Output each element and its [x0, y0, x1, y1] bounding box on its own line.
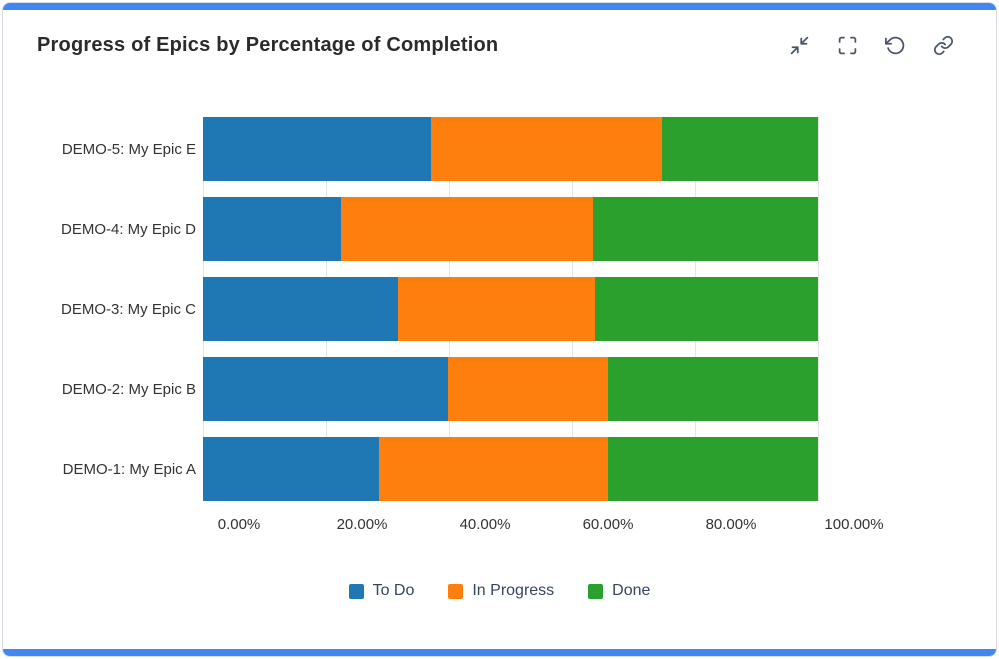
- link-icon: [933, 35, 953, 56]
- x-axis-tick-label: 100.00%: [824, 516, 884, 533]
- bar-segment-done[interactable]: [594, 277, 818, 341]
- bar-track: [203, 117, 818, 181]
- fullscreen-icon: [838, 36, 856, 55]
- bar-segment-in-progress[interactable]: [431, 117, 662, 181]
- legend-swatch: [348, 583, 364, 599]
- legend-swatch: [448, 583, 464, 599]
- bar-row: DEMO-1: My Epic A: [39, 437, 818, 501]
- bar-row: DEMO-3: My Epic C: [39, 277, 818, 341]
- legend-item-to-do[interactable]: To Do: [348, 582, 415, 600]
- bar-track: [203, 277, 818, 341]
- bar-row: DEMO-4: My Epic D: [39, 197, 818, 261]
- card-content: Progress of Epics by Percentage of Compl…: [3, 10, 996, 649]
- bar-segment-done[interactable]: [592, 197, 818, 261]
- bar-row: DEMO-5: My Epic E: [39, 117, 818, 181]
- bar-segment-done[interactable]: [661, 117, 818, 181]
- x-axis: 0.00% 20.00% 40.00% 60.00% 80.00% 100.00%: [218, 516, 884, 536]
- bar-segment-to-do[interactable]: [203, 357, 448, 421]
- y-axis-label: DEMO-4: My Epic D: [60, 220, 196, 238]
- bar-segment-done[interactable]: [608, 357, 818, 421]
- bar-segment-to-do[interactable]: [203, 197, 341, 261]
- card-bottom-accent: [3, 649, 996, 656]
- bar-track: [203, 357, 818, 421]
- legend-label: To Do: [372, 582, 415, 599]
- y-axis-label: DEMO-3: My Epic C: [60, 300, 196, 318]
- bar-segment-done[interactable]: [608, 437, 818, 501]
- bar-track: [203, 197, 818, 261]
- x-axis-tick-label: 60.00%: [582, 516, 634, 533]
- gridline: [818, 117, 819, 501]
- bar-segment-in-progress[interactable]: [340, 197, 593, 261]
- bar-segment-to-do[interactable]: [203, 277, 398, 341]
- bar-segment-in-progress[interactable]: [378, 437, 609, 501]
- bar-row: DEMO-2: My Epic B: [39, 357, 818, 421]
- bar-rows: DEMO-5: My Epic E DEMO-4: My Epic D DEMO-3…: [39, 117, 818, 501]
- page-title: Progress of Epics by Percentage of Compl…: [37, 34, 499, 56]
- legend-swatch: [588, 583, 604, 599]
- card-top-accent: [3, 3, 996, 10]
- refresh-button[interactable]: [884, 35, 906, 57]
- x-axis-tick-label: 20.00%: [336, 516, 388, 533]
- y-axis-label: DEMO-1: My Epic A: [62, 460, 196, 478]
- y-axis-label: DEMO-2: My Epic B: [61, 380, 196, 398]
- stacked-bar-chart: DEMO-5: My Epic E DEMO-4: My Epic D DEMO-3…: [3, 117, 996, 536]
- legend-item-done[interactable]: Done: [588, 582, 650, 600]
- bar-segment-in-progress[interactable]: [447, 357, 609, 421]
- gadget-toolbar: [788, 35, 954, 57]
- x-axis-tick-label: 0.00%: [217, 516, 261, 533]
- x-axis-tick-label: 80.00%: [705, 516, 757, 533]
- fullscreen-button[interactable]: [836, 35, 858, 57]
- bar-segment-to-do[interactable]: [203, 117, 432, 181]
- legend-label: In Progress: [472, 582, 555, 599]
- gadget-header: Progress of Epics by Percentage of Compl…: [3, 10, 996, 57]
- refresh-icon: [884, 36, 904, 55]
- minimize-icon: [790, 36, 808, 55]
- bar-track: [203, 437, 818, 501]
- bar-segment-to-do[interactable]: [203, 437, 379, 501]
- collapse-button[interactable]: [788, 35, 810, 57]
- chart-legend: To Do In Progress Done: [3, 582, 996, 600]
- legend-label: Done: [612, 582, 651, 599]
- x-axis-tick-label: 40.00%: [459, 516, 511, 533]
- legend-item-in-progress[interactable]: In Progress: [448, 582, 554, 600]
- copy-link-button[interactable]: [932, 35, 954, 57]
- plot-area: DEMO-5: My Epic E DEMO-4: My Epic D DEMO-3…: [39, 117, 819, 501]
- y-axis-label: DEMO-5: My Epic E: [61, 140, 196, 158]
- bar-segment-in-progress[interactable]: [397, 277, 595, 341]
